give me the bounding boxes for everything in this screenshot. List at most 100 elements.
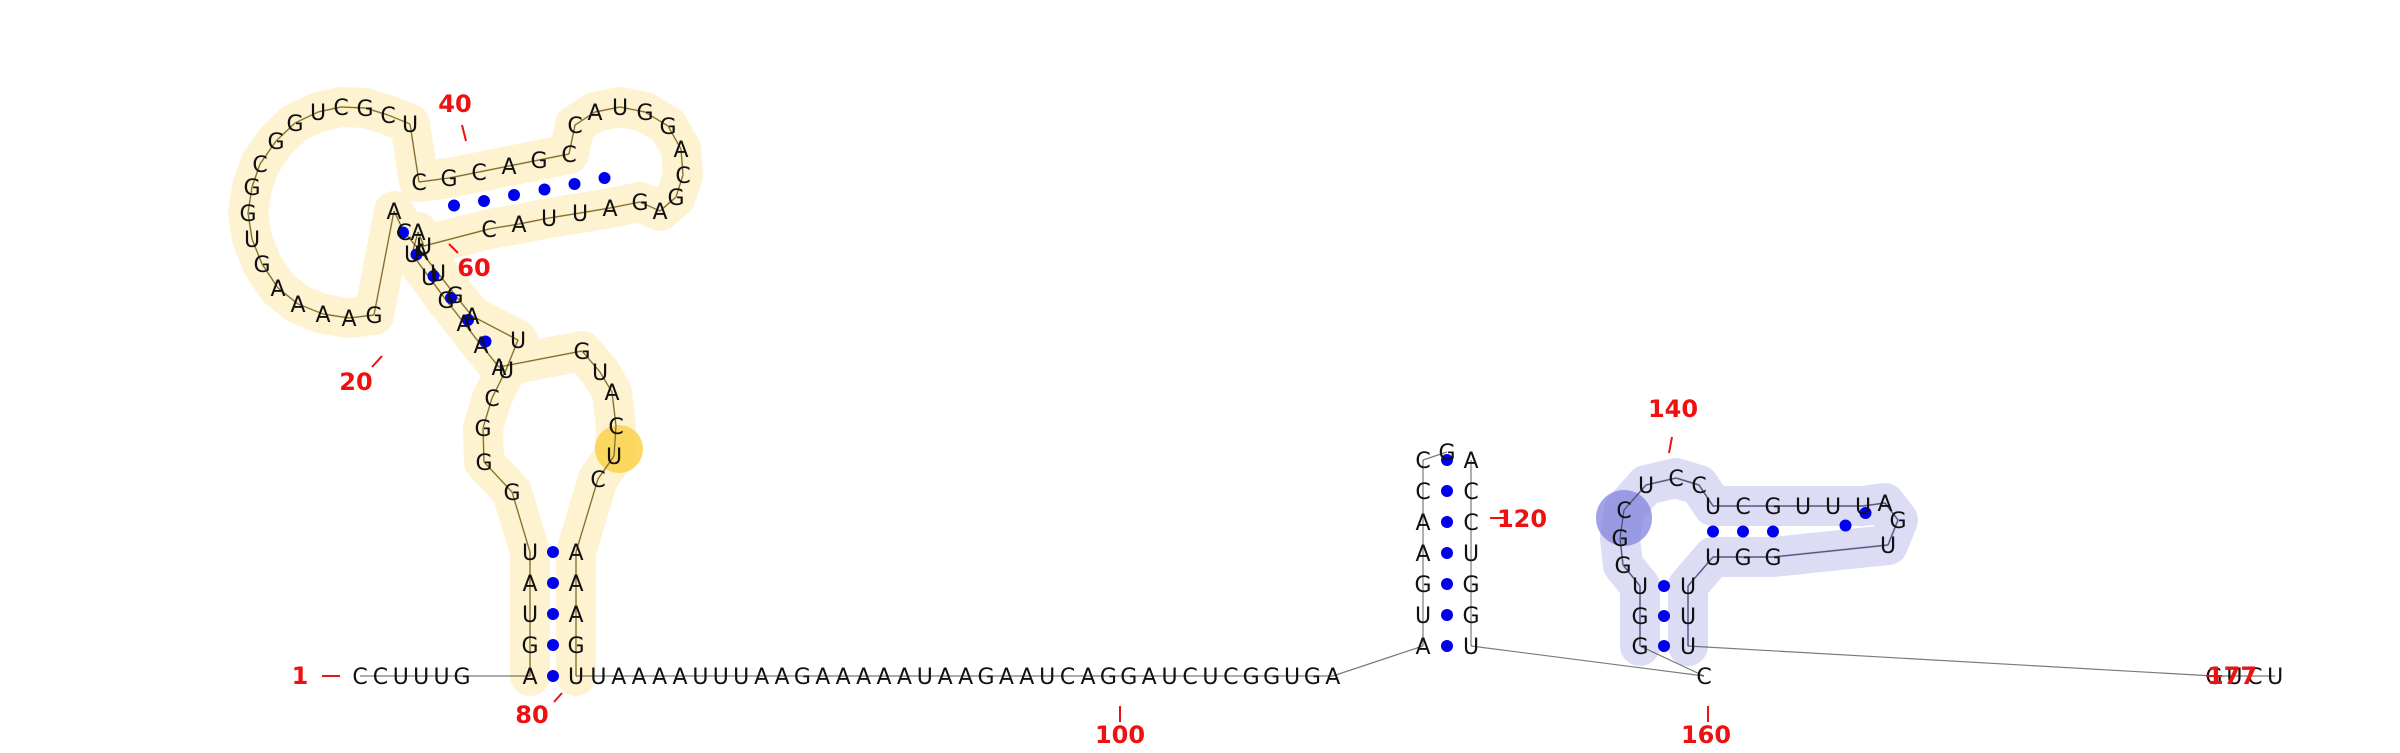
nucleotide-61: C xyxy=(481,218,496,243)
backbone-segment xyxy=(1698,484,1714,507)
backbone-segment xyxy=(373,210,395,316)
nucleotide-16: U xyxy=(498,359,514,384)
nucleotide-9: U xyxy=(522,603,538,628)
backbone-segment xyxy=(418,177,450,183)
nucleotide-97: U xyxy=(917,665,933,690)
backbone-segment xyxy=(1619,537,1624,566)
position-label-40: 40 xyxy=(438,90,471,118)
nucleotide-36: U xyxy=(310,101,326,126)
backbone-layer xyxy=(247,106,2276,677)
nucleotide-67: A xyxy=(456,312,471,337)
backbone-segment xyxy=(675,174,684,198)
backbone-segment xyxy=(1623,484,1647,511)
base-pair-layer xyxy=(397,172,1872,682)
backbone-segment xyxy=(275,122,296,142)
nucleotide-115: U xyxy=(1284,665,1300,690)
nucleotide-51: G xyxy=(659,115,676,140)
nucleotide-149: U xyxy=(1795,495,1811,520)
nucleotide-164: U xyxy=(2267,665,2283,690)
nucleotide-104: C xyxy=(1060,665,1075,690)
nucleotide-5: U xyxy=(434,665,450,690)
backbone-segment xyxy=(599,371,613,393)
nucleotide-138: G xyxy=(1631,605,1648,630)
nucleotide-161: G xyxy=(2205,665,2222,690)
nucleotide-163: C xyxy=(2247,665,2262,690)
backbone-segment xyxy=(1884,502,1899,521)
nucleotide-118: A xyxy=(1415,635,1430,660)
backbone-segment xyxy=(348,314,375,319)
backbone-segment xyxy=(294,111,319,124)
backbone-segment xyxy=(251,163,261,188)
backbone-segment xyxy=(482,397,493,429)
nucleotide-121: A xyxy=(1415,542,1430,567)
nucleotide-137: G xyxy=(1631,635,1648,660)
nucleotide-102: A xyxy=(1019,665,1034,690)
backbone-segment xyxy=(277,287,299,305)
nucleotide-93: A xyxy=(836,665,851,690)
nucleotide-24: G xyxy=(365,304,382,329)
nucleotide-59: U xyxy=(541,207,557,232)
nucleotide-140: G xyxy=(1614,554,1631,579)
base-pair-dot xyxy=(547,608,559,620)
nucleotide-152: A xyxy=(1877,492,1892,517)
base-pair-dot xyxy=(1859,507,1872,519)
nucleotide-80: U xyxy=(568,665,584,690)
base-pair-dot xyxy=(1441,485,1453,497)
nucleotide-156: G xyxy=(1734,546,1751,571)
nucleotide-54: G xyxy=(667,186,684,211)
nucleotide-75: C xyxy=(590,468,605,493)
position-label-60: 60 xyxy=(457,254,490,282)
backbone-segment xyxy=(508,159,540,167)
nucleotide-73: C xyxy=(608,415,623,440)
backbone-segment xyxy=(1687,645,2215,677)
nucleotide-70: G xyxy=(573,340,590,365)
nucleotide-20: U xyxy=(430,262,446,287)
nucleotide-129: A xyxy=(1463,449,1478,474)
backbone-segment xyxy=(478,165,510,173)
nucleotide-10: A xyxy=(522,572,537,597)
base-pair-dot xyxy=(462,314,474,326)
nucleotide-98: A xyxy=(938,665,953,690)
base-pair-dot xyxy=(1441,578,1453,590)
position-tick xyxy=(461,124,467,142)
base-pair-dot xyxy=(547,546,559,558)
base-pair-dot xyxy=(1441,454,1453,466)
backbone-segment xyxy=(297,303,324,315)
position-label-80: 80 xyxy=(515,701,548,729)
nucleotide-117: A xyxy=(1325,665,1340,690)
nucleotide-56: G xyxy=(631,191,648,216)
nucleotide-119: U xyxy=(1415,604,1431,629)
nucleotide-113: G xyxy=(1243,665,1260,690)
nucleotide-76: A xyxy=(568,541,583,566)
nucleotide-78: A xyxy=(568,603,583,628)
base-pair-dot xyxy=(397,226,409,239)
nucleotide-39: C xyxy=(380,104,395,129)
position-label-140: 140 xyxy=(1648,395,1698,423)
base-pair-dot xyxy=(1441,516,1453,528)
base-pair-dot xyxy=(1658,640,1670,652)
nucleotide-94: A xyxy=(856,665,871,690)
backbone-segment xyxy=(251,238,263,265)
base-pair-dot xyxy=(1441,547,1453,559)
backbone-segment xyxy=(1622,564,1641,587)
nucleotide-103: U xyxy=(1039,665,1055,690)
nucleotide-34: G xyxy=(267,130,284,155)
backbone-segment xyxy=(483,461,513,493)
nucleotide-42: G xyxy=(440,167,457,192)
nucleotide-91: G xyxy=(794,665,811,690)
position-label-120: 120 xyxy=(1497,505,1547,533)
base-pair-dot xyxy=(508,189,520,201)
nucleotide-4: U xyxy=(413,665,429,690)
position-label-100: 100 xyxy=(1095,721,1145,749)
nucleotide-32: G xyxy=(243,176,260,201)
nucleotide-71: U xyxy=(592,361,608,386)
nucleotide-143: U xyxy=(1638,474,1654,499)
nucleotide-1: C xyxy=(352,665,367,690)
backbone-segment xyxy=(538,153,570,161)
nucleotide-37: C xyxy=(333,96,348,121)
backbone-segment xyxy=(463,322,482,346)
position-tick xyxy=(371,355,383,368)
nucleotide-6: G xyxy=(453,665,470,690)
nucleotide-139: U xyxy=(1632,575,1648,600)
